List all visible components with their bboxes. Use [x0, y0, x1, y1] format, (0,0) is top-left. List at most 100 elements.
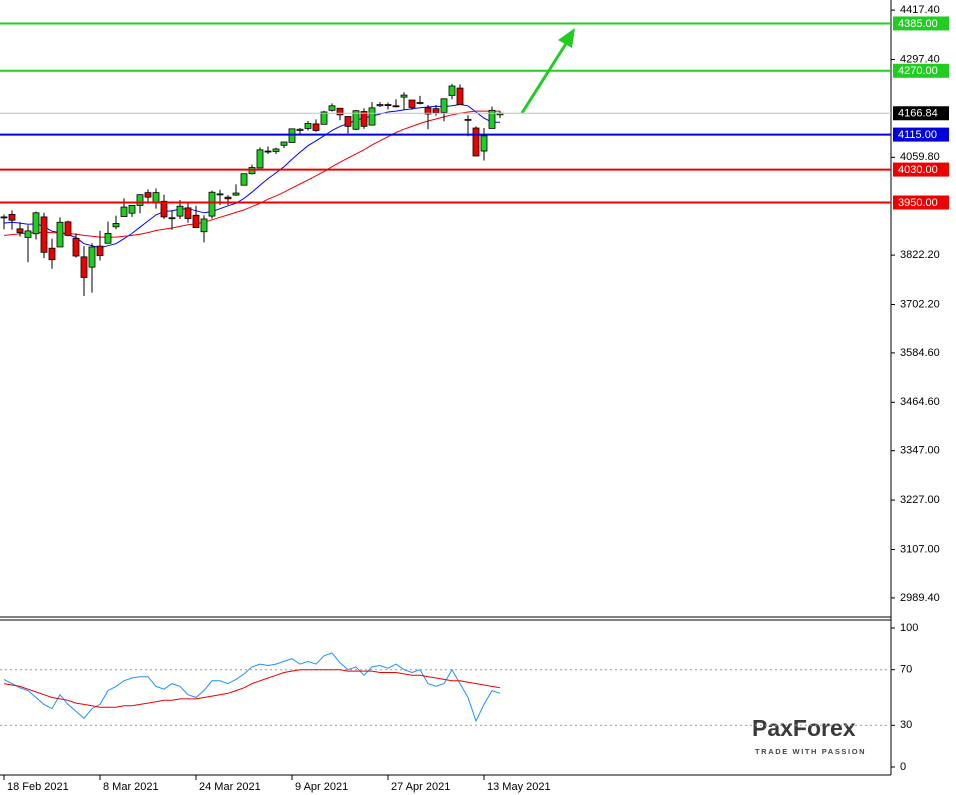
y-tick-label: 4417.40: [900, 4, 940, 16]
candle-body: [232, 192, 240, 196]
candle-body: [56, 221, 64, 248]
candle-body: [0, 216, 8, 219]
candle-body: [472, 127, 480, 157]
candle-body: [272, 148, 280, 152]
candle-body: [312, 123, 320, 131]
y-tick-label: 3822.20: [900, 249, 940, 261]
candle-body: [32, 212, 40, 235]
candle-body: [136, 194, 144, 206]
x-tick-label: 8 Mar 2021: [103, 781, 159, 793]
candle-body: [72, 237, 80, 257]
candle-body: [480, 135, 488, 152]
candle-body: [456, 87, 464, 105]
level-label: 4030.00: [898, 164, 938, 176]
moving-average: [3, 103, 500, 249]
candle-body: [352, 110, 360, 130]
x-tick-label: 13 May 2021: [487, 781, 551, 793]
x-tick-label: 9 Apr 2021: [295, 781, 348, 793]
candle-body: [280, 141, 288, 146]
candle-body: [152, 192, 160, 204]
candle-body: [424, 107, 432, 115]
y-tick-label: 70: [900, 664, 912, 676]
y-tick-label: 3464.60: [900, 396, 940, 408]
candle-body: [104, 232, 112, 244]
candle-body: [224, 196, 232, 200]
candle-body: [160, 200, 168, 218]
level-label: 3950.00: [898, 197, 938, 209]
y-tick-label: 3107.00: [900, 543, 940, 555]
candle-body: [96, 245, 104, 257]
candle-body: [488, 109, 496, 129]
candle-body: [216, 193, 224, 196]
candle-body: [416, 102, 424, 104]
candle-body: [344, 116, 352, 127]
level-label: 4385.00: [898, 18, 938, 30]
y-tick-label: 3347.00: [900, 445, 940, 457]
candle-body: [440, 98, 448, 113]
level-label: 4270.00: [898, 65, 938, 77]
y-tick-label: 3227.00: [900, 494, 940, 506]
candle-body: [304, 123, 312, 129]
candle-body: [360, 111, 368, 127]
y-tick-label: 2989.40: [900, 592, 940, 604]
x-tick-label: 24 Mar 2021: [199, 781, 261, 793]
candle-body: [368, 107, 376, 126]
y-tick-label: 4297.40: [900, 53, 940, 65]
y-tick-label: 4059.80: [900, 151, 940, 163]
candle-body: [384, 104, 392, 106]
candle-body: [464, 118, 472, 121]
candle-body: [400, 94, 408, 98]
y-tick-label: 0: [900, 761, 906, 773]
y-tick-label: 100: [900, 622, 918, 634]
candle-body: [48, 247, 56, 261]
candle-body: [432, 108, 440, 114]
candle-body: [184, 207, 192, 219]
candle-body: [328, 105, 336, 111]
candle-body: [256, 149, 264, 169]
candle-body: [264, 150, 272, 153]
candle-body: [80, 256, 88, 278]
candle-body: [176, 205, 184, 217]
level-label-box: [893, 162, 949, 177]
candle-body: [144, 192, 152, 198]
candle-body: [320, 111, 328, 125]
y-tick-label: 30: [900, 719, 912, 731]
y-tick-label: 3584.60: [900, 347, 940, 359]
candle-body: [240, 173, 248, 186]
candle-body: [392, 105, 400, 108]
candle-body: [64, 221, 72, 236]
candle-body: [448, 85, 456, 96]
level-label: 4115.00: [898, 129, 937, 141]
candle-body: [40, 216, 48, 253]
level-label-box: [893, 127, 949, 142]
candle-body: [192, 214, 200, 229]
level-label-box: [893, 16, 949, 31]
candle-body: [296, 128, 304, 131]
trend-arrow: [520, 28, 575, 114]
logo-tagline: TRADE WITH PASSION: [755, 747, 866, 756]
candle-body: [112, 223, 120, 228]
candle-body: [248, 167, 256, 175]
candle-body: [8, 214, 16, 221]
candle-body: [88, 246, 96, 268]
x-tick-label: 18 Feb 2021: [7, 781, 69, 793]
candle-body: [200, 218, 208, 233]
candle-body: [168, 217, 176, 220]
y-tick-label: 3702.20: [900, 298, 940, 310]
level-label-box: [893, 195, 949, 210]
current-price-box: [893, 106, 949, 121]
candle-body: [16, 228, 24, 233]
logo-text: PaxForex: [752, 715, 856, 741]
level-label-box: [893, 63, 949, 78]
candle-body: [120, 206, 128, 217]
indicator-line: [3, 669, 501, 708]
candle-body: [288, 128, 296, 143]
x-tick-label: 27 Apr 2021: [391, 781, 450, 793]
candle-body: [408, 99, 416, 108]
indicator-line: [3, 652, 501, 723]
candle-body: [24, 230, 32, 238]
candle-body: [376, 104, 384, 107]
